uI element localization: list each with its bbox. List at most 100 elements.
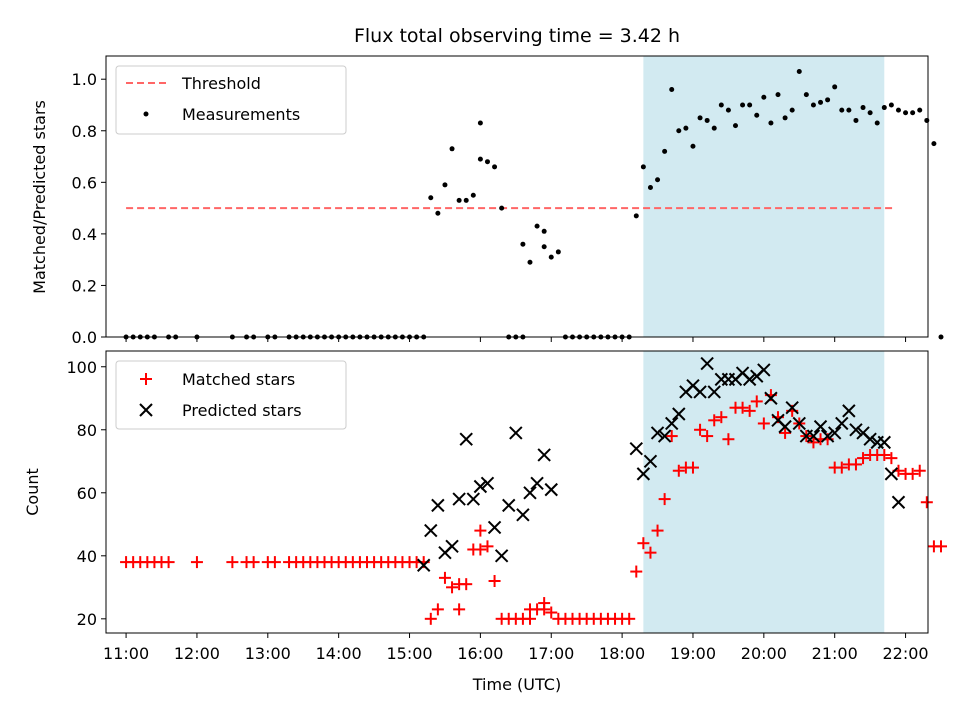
predicted-star-point [509,426,523,440]
predicted-star-point [502,498,516,513]
measurement-point [775,92,781,98]
x-tick-label: 12:00 [174,644,220,663]
matched-star-point [743,404,756,417]
bottom-legend: Matched stars Predicted stars [115,360,347,430]
measurement-point [647,184,653,190]
measurement-point [477,120,483,126]
measurement-point [818,99,824,105]
matched-star-point [226,556,239,569]
x-tick-label: 11:00 [103,644,149,663]
predicted-star-point [764,391,778,405]
measurement-point [938,334,944,340]
predicted-star-point [891,495,906,509]
predicted-star-point [466,492,481,506]
measurement-point [718,102,724,108]
measurement-point [888,102,894,108]
matched-star-point [190,556,203,569]
predicted-star-point [487,520,502,535]
measurement-point [541,228,547,234]
legend-threshold-label: Threshold [181,74,261,93]
predicted-star-point [842,404,856,418]
matched-star-point [630,565,643,578]
matched-star-point [672,464,685,477]
measurement-point [839,107,845,113]
matched-star-point [715,411,728,424]
top-panel: 0.0 0.2 0.4 0.6 0.8 1.0 Matched/Predicted sta… [30,55,944,347]
matched-star-point [885,452,898,465]
predicted-star-point [820,429,835,443]
predicted-star-point [650,426,665,440]
predicted-star-point [530,476,544,491]
matched-star-point [474,543,487,556]
measurement-point [860,105,866,111]
matched-star-point [623,612,636,625]
measurement-point [796,68,802,74]
measurement-point [740,102,746,108]
measurement-point [910,110,916,116]
matched-star-point [644,546,657,559]
measurement-point [924,117,930,123]
matched-star-point [665,430,678,443]
predicted-star-point [523,486,537,500]
measurement-point [725,107,731,113]
bottom-panel: 20 40 60 80 100 11:00 12:00 13:00 14:00 15:00 16:… [23,350,947,694]
bottom-y-tick-label: 100 [66,358,97,377]
matched-star-point [750,395,763,408]
measurement-point [662,148,668,154]
measurement-point [428,195,434,201]
measurement-point [711,125,717,131]
x-tick-label: 21:00 [812,644,858,663]
matched-star-point [538,603,551,616]
measurement-point [520,241,526,247]
measurement-point [931,141,937,147]
measurement-point [449,146,455,152]
matched-star-point [722,433,735,446]
matched-star-point [446,581,459,594]
predicted-star-point [849,423,863,437]
predicted-star-point [643,454,658,468]
predicted-star-point [657,429,672,443]
legend-matched-label: Matched stars [182,370,295,389]
predicted-star-point [792,416,806,431]
bottom-panel-frame [105,350,929,634]
measurement-point [761,94,767,100]
measurement-point [881,105,887,111]
measurement-point [704,117,710,123]
matched-star-point [694,423,707,436]
matched-star-point [920,496,933,509]
predicted-star-point [707,385,721,399]
legend-measurements-swatch [143,111,149,117]
matched-star-point [807,436,820,449]
x-axis-label: Time (UTC) [472,675,561,694]
predicted-star-point [700,356,714,371]
measurement-point [846,107,852,113]
top-y-axis-label: Matched/Predicted stars [30,100,49,294]
bottom-y-tick-label: 20 [77,610,97,629]
top-legend: Threshold Measurements [115,65,347,135]
matched-star-point [736,401,749,414]
matched-star-point [438,571,451,584]
matched-star-point [488,575,501,588]
measurement-point [690,143,696,149]
matched-star-point [637,537,650,550]
matched-star-point [481,540,494,553]
observing-window-span [643,351,885,633]
top-y-tick-label: 1.0 [72,70,97,89]
measurement-point [853,117,859,123]
x-tick-label: 13:00 [245,644,291,663]
chart-title: Flux total observing time = 3.42 h [354,25,680,47]
x-tick-label: 20:00 [741,644,787,663]
predicted-star-point [629,441,643,456]
measurement-point [484,159,490,165]
predicted-star-point [863,432,877,446]
measurement-point [492,164,498,170]
predicted-star-point [835,416,849,431]
predicted-star-point [884,467,899,481]
x-tick-label: 19:00 [670,644,716,663]
matched-star-point [708,414,721,427]
x-tick-label: 16:00 [457,644,503,663]
bottom-y-tick-label: 60 [77,484,97,503]
measurement-point [917,107,923,113]
matched-star-point [162,556,175,569]
x-tick-label: 18:00 [599,644,645,663]
